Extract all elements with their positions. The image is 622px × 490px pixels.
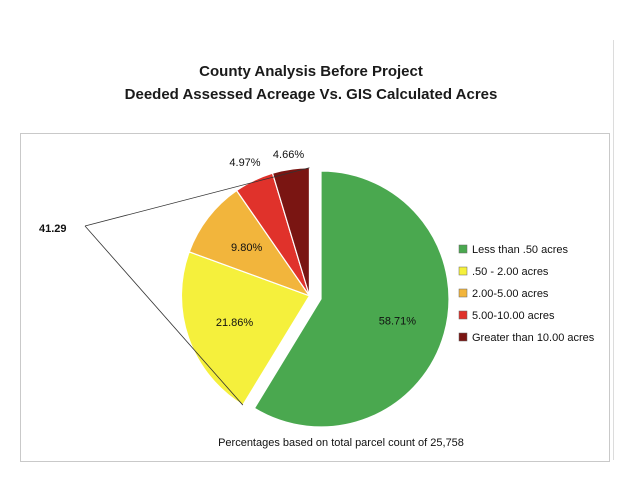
chart-area: 58.71% 21.86% 9.80% 4.97% 4.66% Less than .5… xyxy=(20,133,610,462)
legend: Less than .50 acres .50 - 2.00 acres 2.00-… xyxy=(458,244,595,344)
legend-label-4: 5.00-10.00 acres xyxy=(472,310,555,322)
legend-label-1: Less than .50 acres xyxy=(472,244,569,256)
slice-label-2: 21.86% xyxy=(216,317,254,329)
legend-swatch-3 xyxy=(458,288,468,298)
legend-swatch-5 xyxy=(458,332,468,342)
legend-swatch-4 xyxy=(458,310,468,320)
chart-subtitle: Deeded Assessed Acreage Vs. GIS Calculat… xyxy=(124,86,498,103)
legend-swatch-2 xyxy=(458,266,468,276)
exploded-slices-group xyxy=(180,167,312,406)
callout-line-1 xyxy=(84,225,244,406)
slice-labels: 58.71% 21.86% 9.80% 4.97% 4.66% xyxy=(84,149,417,406)
callout-value-label: 41.29 xyxy=(39,223,67,235)
chart-footnote: Percentages based on total parcel count … xyxy=(218,437,464,449)
slice-label-5: 4.66% xyxy=(273,149,304,161)
main-slice-group xyxy=(253,170,450,428)
callout-line-2 xyxy=(84,167,310,227)
slice-label-1: 58.71% xyxy=(379,315,417,327)
slice-label-4: 4.97% xyxy=(229,157,260,169)
legend-label-3: 2.00-5.00 acres xyxy=(472,288,549,300)
chart-title: County Analysis Before Project xyxy=(199,63,423,80)
pie-slice-1 xyxy=(253,170,450,428)
pie-chart: 58.71% 21.86% 9.80% 4.97% 4.66% Less than .5… xyxy=(39,149,595,449)
page-edge-line xyxy=(613,40,614,460)
legend-label-5: Greater than 10.00 acres xyxy=(472,332,595,344)
legend-label-2: .50 - 2.00 acres xyxy=(472,266,549,278)
legend-swatch-1 xyxy=(458,244,468,254)
pie-slice-2 xyxy=(180,251,311,406)
slice-label-3: 9.80% xyxy=(231,242,262,254)
pie-slice-3 xyxy=(188,189,312,297)
